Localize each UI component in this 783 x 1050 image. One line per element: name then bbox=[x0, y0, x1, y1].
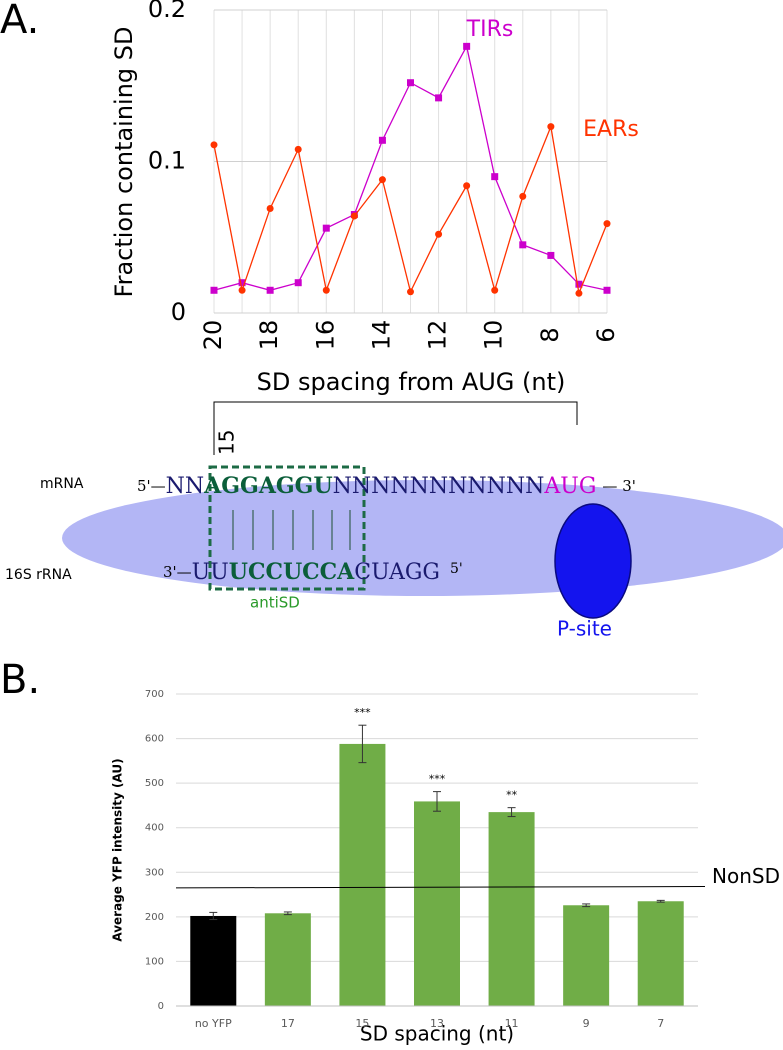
x-tick-label: 12 bbox=[424, 320, 452, 351]
seq-part: 3'— bbox=[163, 563, 192, 581]
x-tick-label: 9 bbox=[583, 1017, 590, 1030]
marker bbox=[575, 280, 583, 288]
x-tick-label: 8 bbox=[536, 327, 564, 342]
marker bbox=[378, 176, 386, 184]
base-pairs bbox=[232, 510, 351, 550]
bar bbox=[190, 915, 237, 1006]
x-tick-label: 11 bbox=[505, 1017, 519, 1030]
marker bbox=[266, 286, 274, 294]
marker bbox=[378, 136, 386, 144]
marker bbox=[322, 286, 330, 294]
y-tick-label: 0.2 bbox=[148, 0, 186, 23]
x-axis-label: SD spacing from AUG (nt) bbox=[257, 368, 566, 396]
diagram: 15 mRNA 5'—NNAGGAGGUNNNNNNNNNNNAUG — 3' 1… bbox=[5, 401, 783, 641]
y-tick-label: 700 bbox=[145, 689, 164, 700]
bar bbox=[264, 913, 311, 1006]
y-tick-label: 100 bbox=[145, 956, 164, 967]
x-tick-label: 10 bbox=[480, 320, 508, 351]
series-label: TIRs bbox=[466, 17, 514, 42]
y-tick-label: 0.1 bbox=[148, 147, 186, 175]
spacing-label: 15 bbox=[215, 430, 239, 455]
marker bbox=[294, 279, 302, 287]
marker bbox=[210, 141, 218, 149]
y-axis-label: Average YFP intensity (AU) bbox=[111, 758, 125, 941]
rrna-label: 16S rRNA bbox=[5, 567, 72, 583]
marker bbox=[435, 230, 443, 238]
significance-label: *** bbox=[354, 706, 371, 719]
marker bbox=[350, 212, 358, 220]
y-tick-label: 300 bbox=[145, 867, 164, 878]
marker bbox=[238, 279, 246, 287]
marker bbox=[407, 79, 414, 87]
rrna-seq: 3'—UUUCCUCCACUAGG 5' bbox=[163, 559, 463, 585]
reference-line bbox=[175, 886, 706, 889]
x-tick-label: 20 bbox=[199, 320, 227, 351]
y-tick-label: 0 bbox=[171, 298, 186, 326]
marker bbox=[238, 286, 246, 294]
marker bbox=[547, 251, 555, 259]
mrna-label: mRNA bbox=[40, 476, 84, 492]
sd-box bbox=[208, 465, 366, 591]
x-axis-label: SD spacing (nt) bbox=[360, 1022, 514, 1046]
seq-part: AUG bbox=[543, 474, 596, 499]
x-tick-label: 6 bbox=[592, 327, 620, 342]
marker bbox=[575, 289, 583, 297]
marker bbox=[322, 224, 330, 232]
x-tick-label: no YFP bbox=[195, 1017, 232, 1030]
antisd-label: antiSD bbox=[250, 594, 300, 612]
marker bbox=[463, 182, 471, 190]
marker bbox=[407, 288, 414, 296]
bar bbox=[637, 901, 684, 1006]
psite-label: P-site bbox=[557, 617, 612, 641]
panel-label: A. bbox=[0, 0, 39, 43]
series-label: EARs bbox=[583, 117, 639, 142]
seq-part: CUAGG bbox=[354, 560, 440, 585]
marker bbox=[519, 192, 527, 200]
seq-part: UCCUCCA bbox=[229, 559, 355, 585]
marker bbox=[547, 123, 555, 131]
x-tick-label: 14 bbox=[367, 320, 395, 351]
y-tick-label: 400 bbox=[145, 823, 164, 834]
significance-label: ** bbox=[506, 789, 518, 802]
marker bbox=[603, 220, 611, 228]
marker bbox=[463, 42, 471, 50]
seq-part: AGGAGGU bbox=[203, 473, 332, 499]
marker bbox=[491, 286, 499, 294]
p-site-circle bbox=[554, 503, 632, 619]
bar bbox=[414, 801, 460, 1006]
seq-part: — 3' bbox=[602, 477, 635, 495]
marker bbox=[435, 94, 443, 102]
bar bbox=[563, 905, 610, 1006]
y-tick-label: 0 bbox=[158, 1001, 164, 1012]
marker bbox=[603, 286, 611, 294]
bracket bbox=[213, 401, 578, 455]
seq-part: 5' bbox=[450, 561, 463, 577]
mrna-seq: 5'—NNAGGAGGUNNNNNNNNNNNAUG — 3' bbox=[137, 473, 636, 499]
seq-part: 5'— bbox=[137, 477, 166, 495]
x-tick-label: 16 bbox=[311, 320, 339, 351]
seq-part: NNNNNNNNNNN bbox=[333, 474, 545, 499]
y-tick-label: 600 bbox=[145, 734, 164, 745]
y-axis-label: Fraction containing SD bbox=[110, 27, 138, 298]
x-tick-label: 18 bbox=[255, 320, 283, 351]
significance-label: *** bbox=[429, 773, 446, 786]
bar bbox=[488, 812, 535, 1006]
y-tick-label: 500 bbox=[145, 778, 164, 789]
seq-part: NN bbox=[166, 474, 205, 499]
marker bbox=[519, 241, 527, 249]
marker bbox=[210, 286, 218, 294]
y-tick-label: 200 bbox=[145, 912, 164, 923]
panel-label: B. bbox=[0, 657, 40, 703]
marker bbox=[294, 145, 302, 153]
marker bbox=[491, 173, 499, 181]
reference-label: NonSD bbox=[712, 864, 780, 888]
x-tick-label: 7 bbox=[657, 1017, 664, 1030]
bar bbox=[339, 743, 386, 1006]
marker bbox=[266, 204, 274, 212]
seq-part: UU bbox=[192, 560, 229, 585]
x-tick-label: 15 bbox=[355, 1017, 369, 1030]
x-tick-label: 13 bbox=[430, 1017, 444, 1030]
x-tick-label: 17 bbox=[281, 1017, 295, 1030]
